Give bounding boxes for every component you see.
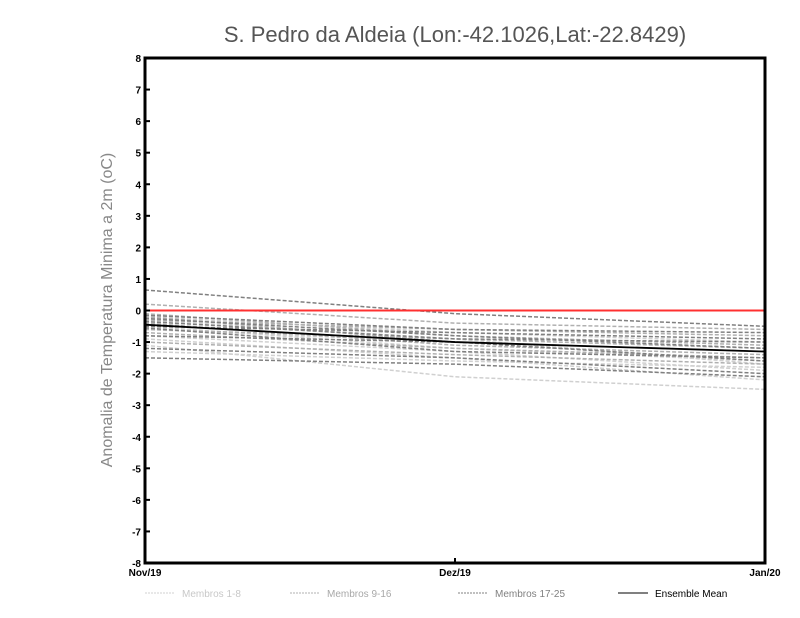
member-line-1-7 <box>144 325 766 362</box>
y-tick-label: -7 <box>132 527 141 538</box>
member-line-1-8 <box>144 335 766 372</box>
legend-label: Ensemble Mean <box>655 589 727 600</box>
y-tick-label: -4 <box>132 433 141 444</box>
y-tick-label: 4 <box>135 180 141 191</box>
member-line-1-6 <box>144 350 766 369</box>
member-line-3-4 <box>144 325 766 340</box>
member-line-3-3 <box>144 320 766 343</box>
y-axis-label: Anomalia de Temperatura Minima a 2m (oC) <box>99 153 116 468</box>
y-tick-label: 5 <box>135 149 141 160</box>
y-tick-label: 2 <box>135 243 141 254</box>
y-tick-label: -1 <box>132 338 141 349</box>
y-tick-label: 3 <box>135 212 141 223</box>
x-tick-label: Nov/19 <box>129 568 162 579</box>
member-line-3-6 <box>144 335 766 362</box>
y-tick-label: -3 <box>132 401 141 412</box>
y-tick-label: -2 <box>132 370 141 381</box>
member-line-2-6 <box>144 319 766 337</box>
legend-label: Membros 9-16 <box>327 589 392 600</box>
member-line-3-7 <box>144 317 766 350</box>
x-tick-label: Jan/20 <box>749 568 781 579</box>
y-tick-label: 1 <box>135 275 141 286</box>
member-line-3-1 <box>144 289 766 328</box>
member-line-2-7 <box>144 328 766 350</box>
legend-label: Membros 17-25 <box>495 589 565 600</box>
chart-title: S. Pedro da Aldeia (Lon:-42.1026,Lat:-22… <box>224 22 686 47</box>
y-tick-label: -8 <box>132 559 141 570</box>
member-line-3-5 <box>144 357 766 378</box>
member-line-3-8 <box>144 327 766 359</box>
y-tick-label: 0 <box>135 307 141 318</box>
y-tick-label: 8 <box>135 54 141 65</box>
y-tick-label: -6 <box>132 496 141 507</box>
ensemble-mean-line <box>144 323 766 353</box>
legend-label: Membros 1-8 <box>182 589 241 600</box>
member-line-3-2 <box>144 314 766 334</box>
y-tick-label: -5 <box>132 464 141 475</box>
y-tick-label: 6 <box>135 117 141 128</box>
legend: Membros 1-8 Membros 9-16 Membros 17-25 Ense… <box>145 589 727 600</box>
member-line-3-9 <box>144 347 766 375</box>
member-line-2-5 <box>144 341 766 365</box>
member-line-2-2 <box>144 312 766 346</box>
member-line-1-3 <box>144 344 766 391</box>
member-line-1-5 <box>144 316 766 343</box>
x-tick-label: Dez/19 <box>439 568 471 579</box>
y-tick-label: 7 <box>135 86 141 97</box>
